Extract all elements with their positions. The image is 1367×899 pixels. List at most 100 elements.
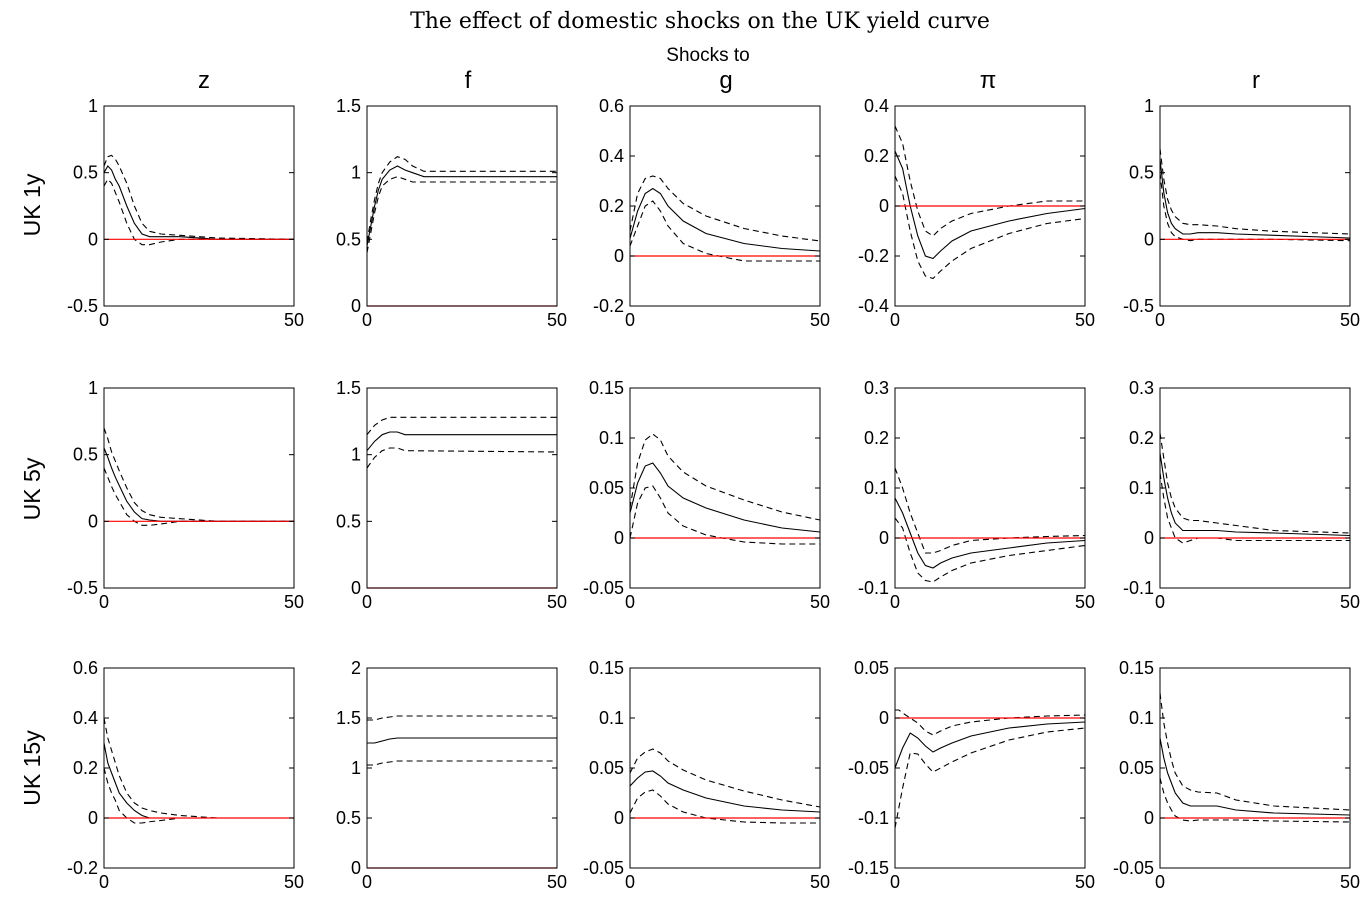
panel-uk-5y-f-series-lower xyxy=(366,447,558,469)
panel-uk-15y-f: 0 0.5 1 1.5 2 0 50 xyxy=(336,658,567,892)
panel-uk-1y-z: -0.500.510 50 xyxy=(67,96,304,330)
panel-uk-15y-f-frame xyxy=(366,667,558,869)
panel-uk-15y-r-frame xyxy=(1159,667,1351,869)
panel-uk-15y-r-series-upper xyxy=(1159,692,1351,811)
panel-uk-1y-g-series-median xyxy=(629,187,821,252)
panel-uk-15y-z-ytick-label: 0.6 xyxy=(73,658,98,678)
panel-uk-15y-z: -0.200.20.40.60 50 xyxy=(67,658,304,892)
panel-uk-5y-r: -0.100.10.20.30 50 xyxy=(1123,378,1360,612)
panel-uk-15y-r-ytick-label: 0 xyxy=(1144,808,1154,828)
panel-uk-15y-z-ytick-label: 0.2 xyxy=(73,758,98,778)
panel-uk-1y-g-xtick-label: 50 xyxy=(810,310,830,330)
panel-uk-5y-f-xtick-label: 50 xyxy=(547,592,567,612)
panel-uk-15y-g-ytick-label: -0.05 xyxy=(583,858,624,878)
panel-uk-15y-f-ytick-label: 1 xyxy=(351,758,361,778)
panel-uk-1y-pi-ytick-label: -0.2 xyxy=(858,246,889,266)
panel-uk-15y-r-series-median xyxy=(1159,737,1351,816)
panel-uk-5y-pi-frame xyxy=(894,387,1086,589)
panel-uk-1y-g-series-lower xyxy=(629,200,820,262)
panel-uk-1y-f-ytick-label: 1.5 xyxy=(336,96,361,116)
panel-uk-5y-pi-ytick-label: 0 xyxy=(879,528,889,548)
panel-uk-15y-z-series-upper xyxy=(103,717,294,819)
panel-uk-5y-pi-ytick-label: 0.3 xyxy=(864,378,889,398)
panel-uk-15y-pi-series-median xyxy=(894,721,1086,769)
panel-uk-15y-g-xtick-label: 50 xyxy=(810,872,830,892)
panel-uk-1y-r-xtick-label: 50 xyxy=(1340,310,1360,330)
column-title-pi: π xyxy=(980,67,997,94)
panel-uk-5y-pi-ytick-label: 0.1 xyxy=(864,478,889,498)
row-label-uk-5y: UK 5y xyxy=(19,457,45,520)
panel-uk-1y-f-ytick-label: 0 xyxy=(351,296,361,316)
panel-uk-5y-r-ytick-label: 0.3 xyxy=(1129,378,1154,398)
panel-uk-15y-pi-frame xyxy=(894,667,1086,869)
panel-uk-5y-z-frame xyxy=(103,387,295,589)
panel-uk-1y-pi-xtick-label: 0 xyxy=(890,310,900,330)
panel-uk-15y-f-xtick-label: 0 xyxy=(362,872,372,892)
panel-uk-15y-r-ytick-label: -0.05 xyxy=(1113,858,1154,878)
panel-uk-1y-r-series-upper xyxy=(1159,148,1351,235)
panel-uk-1y-z-xtick-label: 50 xyxy=(284,310,304,330)
panel-uk-15y-pi-series-lower xyxy=(894,727,1086,829)
panel-uk-5y-r-ytick-label: 0.1 xyxy=(1129,478,1154,498)
panel-uk-1y-f-ytick-label: 0.5 xyxy=(336,229,361,249)
panel-uk-15y-f-xtick-label: 50 xyxy=(547,872,567,892)
panel-uk-1y-r: -0.500.510 50 xyxy=(1123,96,1360,330)
panel-uk-5y-r-xtick-label: 50 xyxy=(1340,592,1360,612)
panel-uk-15y-r-ytick-label: 0.15 xyxy=(1119,658,1154,678)
panel-uk-1y-r-ytick-label: -0.5 xyxy=(1123,296,1154,316)
panel-uk-5y-pi-xtick-label: 0 xyxy=(890,592,900,612)
panel-uk-15y-g-frame xyxy=(629,667,821,869)
panel-uk-5y-f-frame xyxy=(366,387,558,589)
panel-uk-1y-r-ytick-label: 0 xyxy=(1144,229,1154,249)
panel-uk-1y-pi-series-lower xyxy=(894,175,1086,280)
panel-uk-1y-z-ytick-label: 1 xyxy=(88,96,98,116)
panel-uk-15y-g-ytick-label: 0.1 xyxy=(599,708,624,728)
panel-uk-1y-pi-ytick-label: -0.4 xyxy=(858,296,889,316)
panel-uk-15y-g-ytick-label: 0 xyxy=(614,808,624,828)
panel-uk-5y-f-series-upper xyxy=(366,416,557,436)
panel-uk-5y-r-ytick-label: -0.1 xyxy=(1123,578,1154,598)
panel-uk-5y-g-frame xyxy=(629,387,821,589)
panel-uk-5y-z-series-lower xyxy=(103,467,294,526)
panel-uk-1y-f-series-lower xyxy=(366,176,557,253)
panel-uk-1y-f: 0 0.5 1 1.5 0 50 xyxy=(336,96,567,330)
panel-uk-5y-pi-series-lower xyxy=(894,517,1086,583)
panel-uk-1y-f-xtick-label: 0 xyxy=(362,310,372,330)
panel-uk-5y-f-ytick-label: 1 xyxy=(351,445,361,465)
panel-uk-5y-r-series-upper xyxy=(1159,432,1351,534)
panel-uk-5y-r-series-median xyxy=(1159,452,1351,537)
panel-uk-5y-f-ytick-label: 1.5 xyxy=(336,378,361,398)
panel-uk-15y-pi-series-upper xyxy=(895,709,1086,736)
panel-uk-5y-f-series-median xyxy=(366,431,557,452)
panel-uk-5y-z-ytick-label: 1 xyxy=(88,378,98,398)
panel-uk-15y-f-ytick-label: 0.5 xyxy=(336,808,361,828)
panel-uk-1y-g-ytick-label: 0 xyxy=(614,246,624,266)
panel-uk-5y-g-xtick-label: 0 xyxy=(625,592,635,612)
panel-uk-5y-g-ytick-label: 0.15 xyxy=(589,378,624,398)
panel-uk-15y-z-xtick-label: 0 xyxy=(99,872,109,892)
panel-uk-1y-r-frame xyxy=(1159,105,1351,307)
panel-uk-5y-pi-ytick-label: 0.2 xyxy=(864,428,889,448)
panel-uk-1y-g-ytick-label: 0.2 xyxy=(599,196,624,216)
panel-uk-15y-z-xtick-label: 50 xyxy=(284,872,304,892)
panel-uk-1y-g: -0.200.20.40.60 50 xyxy=(593,96,830,330)
panel-uk-15y-g-series-median xyxy=(629,770,821,813)
panel-uk-5y-f-ytick-label: 0 xyxy=(351,578,361,598)
panel-uk-15y-z-ytick-label: 0 xyxy=(88,808,98,828)
panel-uk-1y-g-series-upper xyxy=(629,175,821,242)
panel-uk-5y-f: 0 0.5 1 1.5 0 50 xyxy=(336,378,567,612)
panel-uk-15y-g-series-lower xyxy=(629,789,820,824)
figure-title: The effect of domestic shocks on the UK … xyxy=(410,9,990,34)
panel-uk-5y-z-series-upper xyxy=(103,427,294,522)
panel-uk-15y-pi-xtick-label: 50 xyxy=(1075,872,1095,892)
panel-uk-5y-r-ytick-label: 0.2 xyxy=(1129,428,1154,448)
panel-uk-15y-g-ytick-label: 0.15 xyxy=(589,658,624,678)
panel-uk-15y-pi-ytick-label: 0 xyxy=(879,708,889,728)
panel-uk-1y-z-frame xyxy=(103,105,295,307)
panel-uk-1y-z-series-upper xyxy=(103,154,295,240)
panel-uk-5y-pi-series-median xyxy=(894,497,1086,569)
panel-uk-1y-g-frame xyxy=(629,105,821,307)
